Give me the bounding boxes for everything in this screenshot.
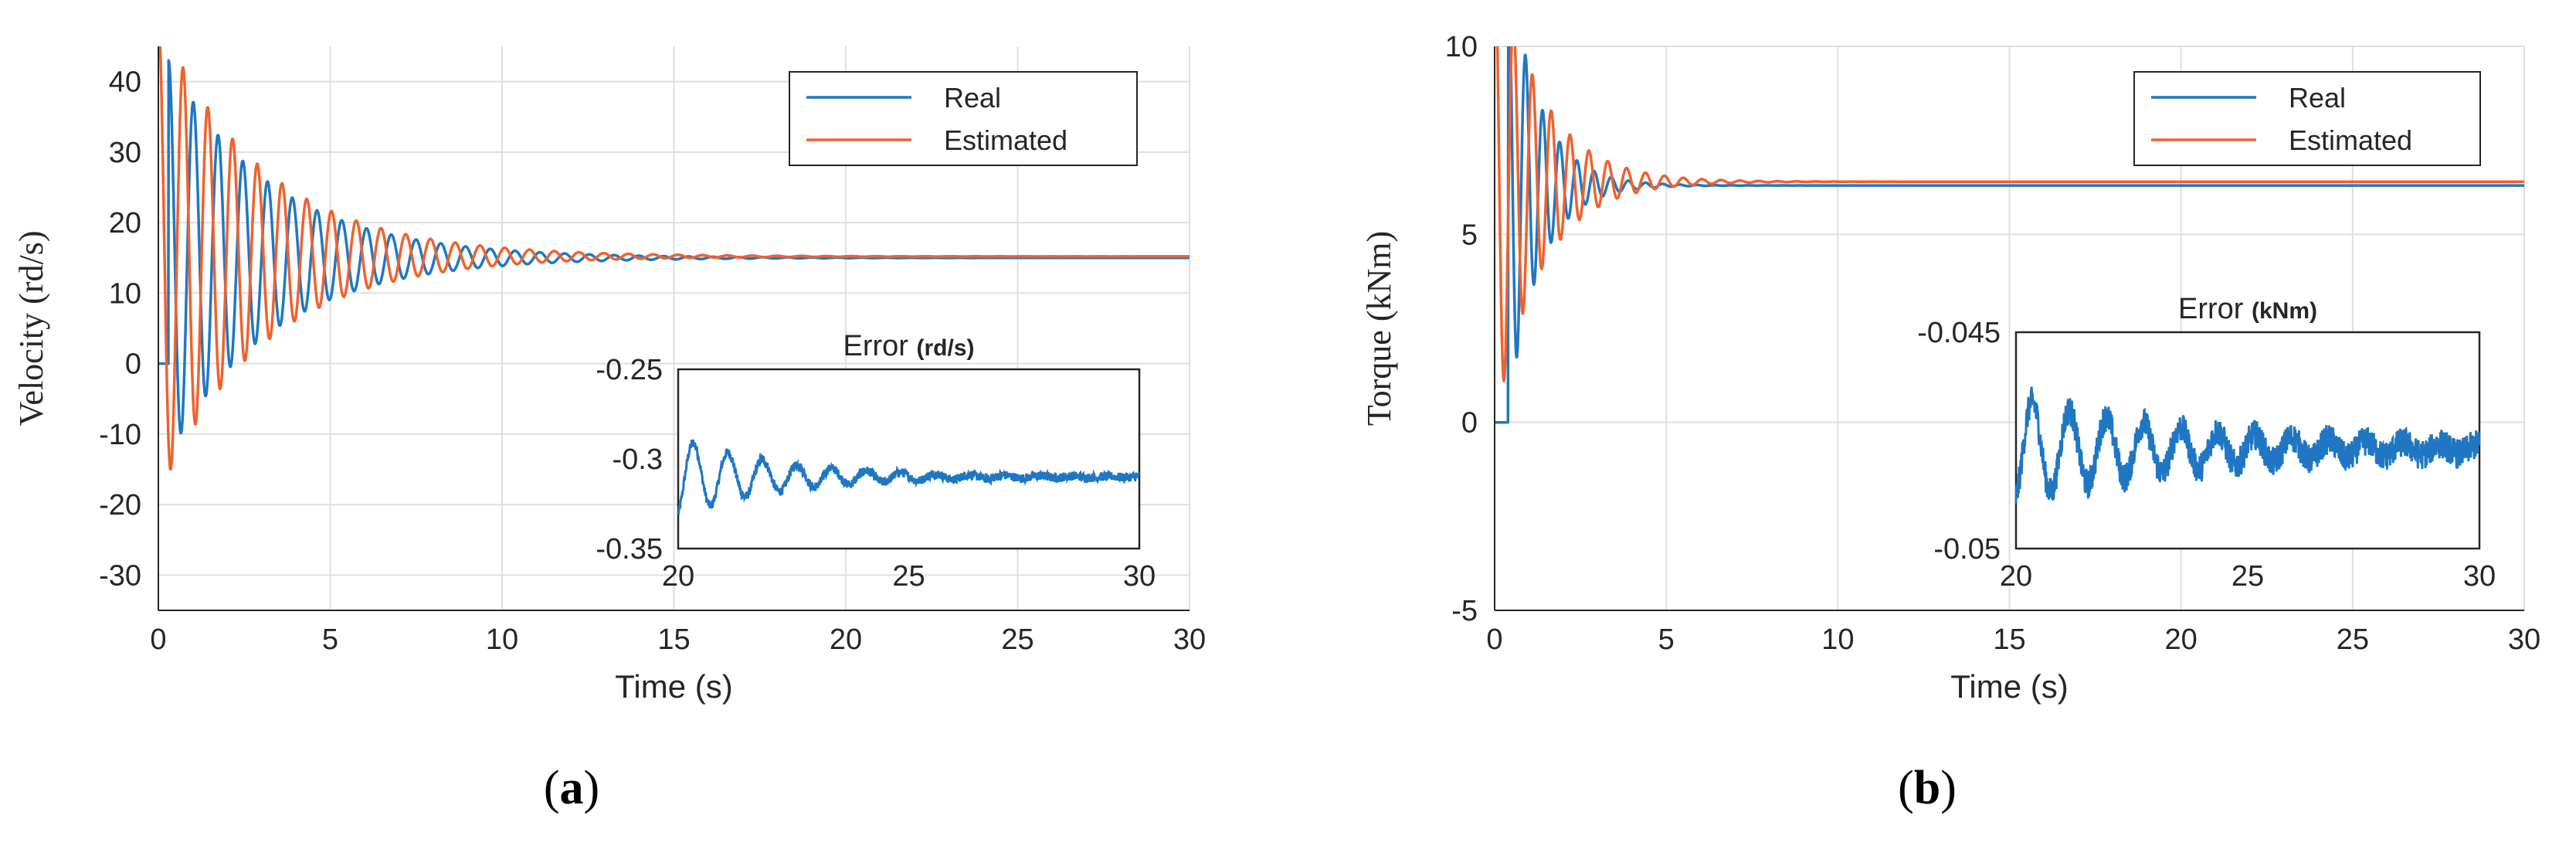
inset-y-tick-label: -0.05 [1933,533,2001,566]
x-tick-label: 5 [1658,623,1675,656]
y-tick-label: 20 [109,207,141,240]
y-tick-label: 40 [109,66,141,99]
y-axis-label: Velocity (rd/s) [12,231,50,426]
inset-y-tick-label: -0.3 [613,443,663,476]
inset-x-tick-label: 20 [662,560,694,593]
x-tick-label: 5 [322,623,338,656]
x-tick-label: 25 [2337,623,2369,656]
legend-label-estimated: Estimated [944,124,1067,156]
inset-box [677,368,1141,550]
inset-error-line [2014,386,2481,504]
y-tick-label: -10 [99,419,141,451]
y-tick-label: 30 [109,137,141,169]
x-tick-label: 0 [1486,623,1502,656]
inset-title-text: Error [2178,293,2252,325]
inset-y-tick-label: -0.35 [596,533,663,566]
x-tick-label: 10 [1821,623,1854,656]
y-tick-label: 0 [125,348,141,381]
inset-title-unit: (kNm) [2252,298,2317,324]
chart-a: 0 5 10 15 20 25 30 -30 -20 -10 0 10 20 30 40 Time (s) Ve… [12,46,1206,814]
legend-box [789,71,1138,166]
inset-title-text: Error [843,330,917,362]
panel-label: (b) [1898,762,1957,814]
error-inset: 20 25 30 -0.25 -0.3 -0.35 Error (rd/s) [596,330,1156,593]
x-tick-label: 0 [150,623,166,656]
x-tick-label: 20 [2165,623,2198,656]
inset-x-tick-label: 30 [1123,560,1156,593]
x-tick-label: 15 [1993,623,2025,656]
inset-x-tick-label: 25 [2232,560,2264,593]
plot-area [158,46,1190,471]
inset-y-tick-label: -0.045 [1917,317,2001,349]
x-axis-label: Time (s) [1950,668,2068,705]
inset-x-tick-label: 30 [2463,560,2496,593]
series-line-estimated [158,46,1190,471]
plot-area [1495,46,2524,424]
legend-label-real: Real [944,82,1001,114]
y-tick-label: 5 [1461,219,1478,251]
inset-title-unit: (rd/s) [917,335,975,361]
inset-title: Error (kNm) [2178,293,2317,325]
legend: Real Estimated [2133,71,2481,166]
legend-label-estimated: Estimated [2289,124,2412,156]
error-inset: 20 25 30 -0.045 -0.05 Error (kNm) [1917,293,2496,593]
x-tick-label: 10 [486,623,518,656]
series-line-real [1495,46,2524,424]
x-tick-label: 30 [1173,623,1206,656]
x-tick-label: 15 [657,623,690,656]
y-tick-label: 10 [1445,31,1478,63]
series-line-estimated [1495,46,2524,382]
inset-error-line [677,439,1140,515]
inset-title: Error (rd/s) [843,330,975,362]
inset-y-tick-label: -0.25 [596,354,663,386]
x-tick-label: 25 [1001,623,1033,656]
inset-x-tick-label: 20 [2000,560,2032,593]
y-tick-label: 10 [109,277,141,310]
y-axis-label: Torque (kNm) [1360,231,1398,426]
series-line-real [158,59,1190,435]
legend-label-real: Real [2289,82,2346,114]
y-tick-label: -20 [99,489,141,522]
legend-box [2133,71,2481,166]
panel-label: (a) [544,762,599,814]
x-tick-label: 30 [2508,623,2540,656]
legend: Real Estimated [789,71,1138,166]
y-tick-label: -30 [99,559,141,592]
inset-x-tick-label: 25 [892,560,925,593]
x-axis-label: Time (s) [615,668,732,705]
y-tick-label: 0 [1461,407,1478,440]
x-tick-label: 20 [830,623,862,656]
y-tick-label: -5 [1451,595,1478,627]
